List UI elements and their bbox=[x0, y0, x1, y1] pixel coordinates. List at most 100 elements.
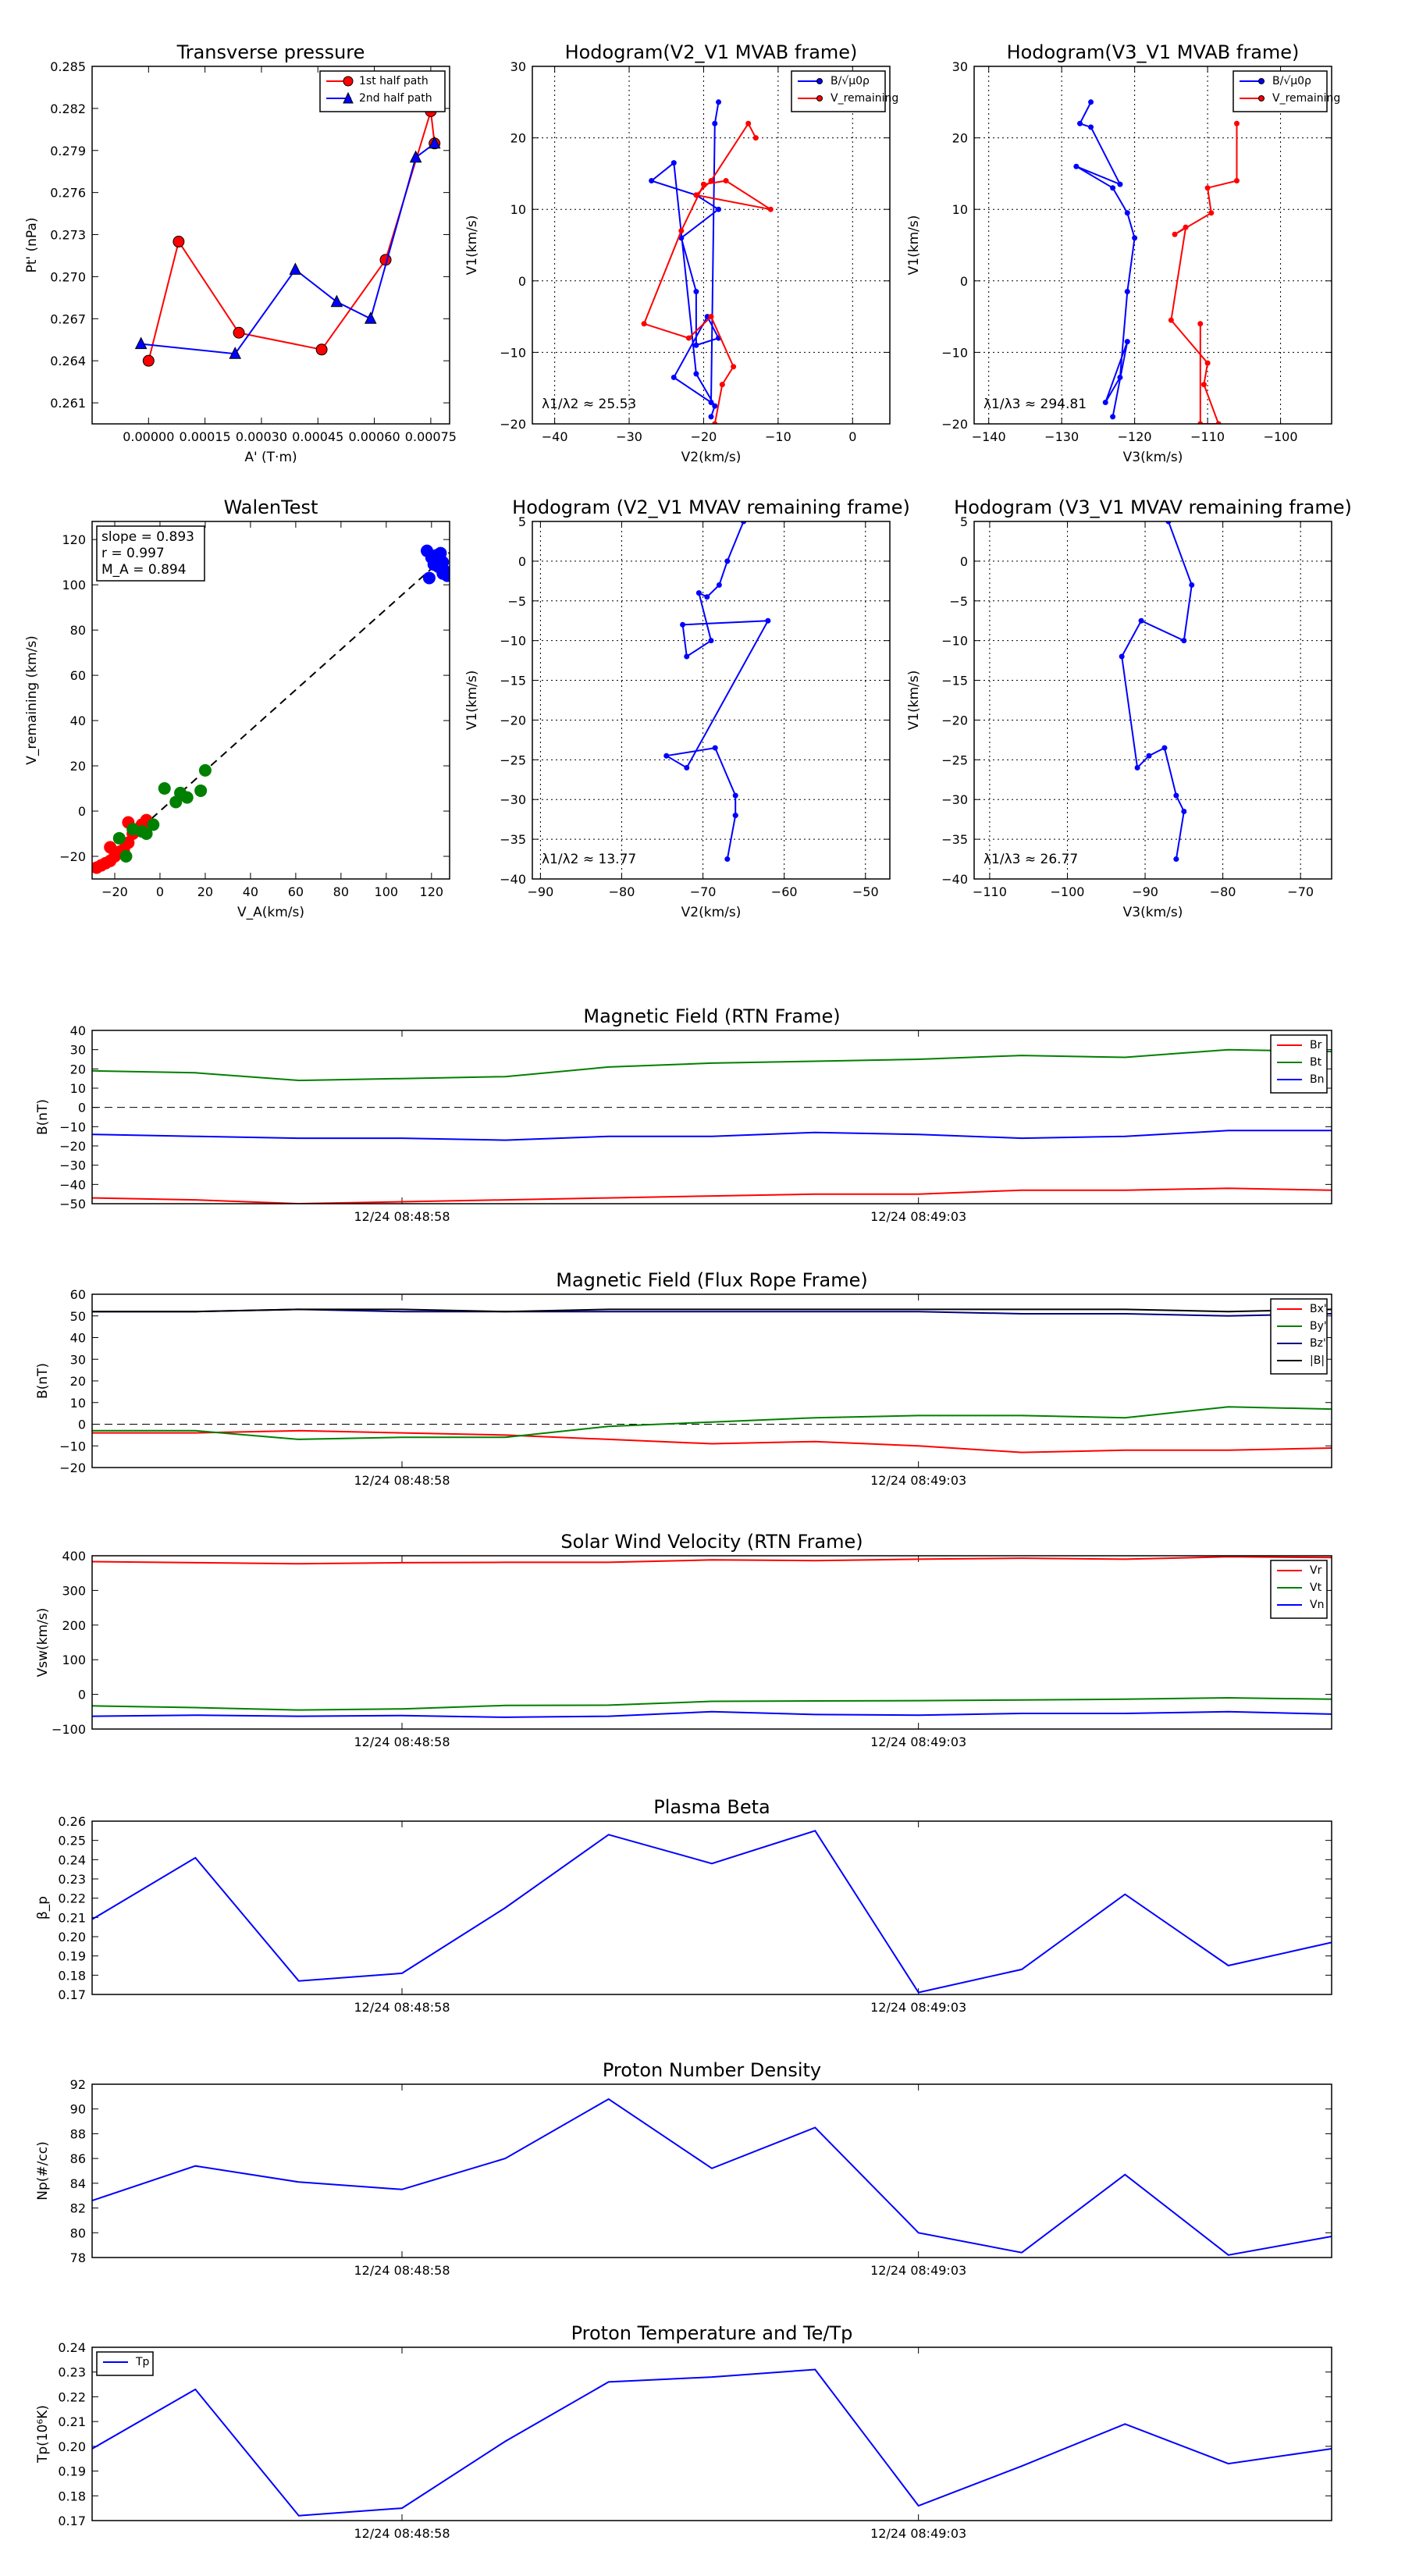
y-tick-label: −20 bbox=[941, 713, 968, 728]
y-tick-label: 0.273 bbox=[50, 228, 86, 243]
legend-label: Bx' bbox=[1310, 1303, 1327, 1315]
y-tick-label: 20 bbox=[952, 131, 968, 146]
legend-marker bbox=[343, 91, 354, 104]
y-tick-label: 0.285 bbox=[50, 59, 86, 74]
series-line-B/√μ0ρ bbox=[663, 521, 770, 816]
axes-frame bbox=[91, 2083, 1332, 2258]
panel-solar-wind-velocity: Solar Wind Velocity (RTN Frame) 12/24 08:… bbox=[35, 1531, 1332, 1749]
series-marker bbox=[723, 178, 729, 184]
series-marker bbox=[1161, 745, 1168, 751]
y-axis-label: Vsw(km/s) bbox=[35, 1608, 51, 1678]
data-point-green bbox=[180, 791, 194, 804]
y-tick-label: 90 bbox=[70, 2102, 86, 2117]
y-tick-label: 0.264 bbox=[50, 354, 86, 368]
series-marker bbox=[1197, 421, 1204, 424]
y-tick-label: 10 bbox=[70, 1396, 86, 1411]
x-tick-label: 0.00015 bbox=[180, 429, 231, 444]
data-layer bbox=[663, 521, 771, 863]
panel-proton-temperature: Proton Temperature and Te/Tp 12/24 08:48:… bbox=[35, 2322, 1332, 2541]
y-tick-label: 400 bbox=[62, 1549, 86, 1564]
series-marker bbox=[708, 178, 714, 184]
y-tick-label: −10 bbox=[941, 345, 968, 360]
series-marker bbox=[712, 120, 718, 126]
series-marker bbox=[693, 289, 699, 295]
chart-title: Proton Number Density bbox=[603, 2059, 821, 2081]
y-tick-label: 0.24 bbox=[58, 2340, 86, 2355]
y-tick-label: −30 bbox=[59, 1158, 86, 1173]
series-line-Tp bbox=[92, 2368, 1332, 2517]
y-tick-label: 100 bbox=[62, 1653, 86, 1667]
eigen-ratio-annotation: λ1/λ3 ≈ 26.77 bbox=[984, 852, 1078, 867]
series-marker bbox=[173, 236, 185, 248]
x-tick-label: −140 bbox=[972, 429, 1006, 444]
y-axis-label: V1(km/s) bbox=[464, 215, 480, 276]
series-marker bbox=[330, 294, 343, 308]
series-line-V_remaining bbox=[1170, 123, 1238, 424]
y-axis-label: V1(km/s) bbox=[464, 671, 480, 731]
legend-label: Vr bbox=[1310, 1564, 1322, 1577]
x-axis-label: V3(km/s) bbox=[1123, 905, 1183, 920]
y-tick-label: 0.19 bbox=[58, 2464, 86, 2479]
y-tick-label: −20 bbox=[59, 1139, 86, 1154]
y-tick-label: 120 bbox=[62, 532, 86, 547]
y-tick-label: −25 bbox=[941, 753, 968, 767]
panel-proton-density: Proton Number Density 12/24 08:48:58 12/24… bbox=[35, 2059, 1332, 2278]
legend-label: B/√μ0ρ bbox=[1272, 75, 1311, 87]
panel-plasma-beta: Plasma Beta 12/24 08:48:58 12/24 08:49:03 0… bbox=[35, 1796, 1332, 2015]
data-layer bbox=[92, 2368, 1332, 2517]
series-marker bbox=[289, 262, 302, 275]
legend-label: Bz' bbox=[1310, 1337, 1326, 1350]
series-marker bbox=[680, 621, 686, 628]
series-marker bbox=[1138, 617, 1144, 624]
y-tick-label: −25 bbox=[500, 753, 526, 767]
y-tick-label: −30 bbox=[941, 792, 968, 807]
x-tick-label: 12/24 08:48:58 bbox=[354, 2263, 450, 2278]
series-line-1st half path bbox=[148, 111, 436, 361]
series-marker bbox=[1134, 765, 1140, 771]
series-marker bbox=[1215, 421, 1222, 424]
series-marker bbox=[732, 813, 738, 819]
series-marker bbox=[712, 421, 718, 424]
data-layer bbox=[92, 2097, 1332, 2256]
y-tick-label: −15 bbox=[500, 674, 526, 688]
y-tick-label: 20 bbox=[70, 1374, 86, 1389]
series-marker bbox=[1233, 178, 1240, 184]
y-tick-label: −15 bbox=[941, 674, 968, 688]
series-marker bbox=[752, 135, 759, 141]
y-tick-label: 0.25 bbox=[58, 1834, 86, 1848]
series-line-Np bbox=[92, 2097, 1332, 2256]
legend-label: V_remaining bbox=[831, 92, 898, 105]
series-marker bbox=[1189, 582, 1195, 588]
x-tick-label: −120 bbox=[1118, 429, 1152, 444]
y-axis-label: B(nT) bbox=[35, 1363, 51, 1399]
series-marker bbox=[731, 364, 737, 370]
y-tick-label: 0.267 bbox=[50, 311, 86, 326]
y-tick-label: 80 bbox=[70, 623, 86, 638]
y-tick-label: 0.270 bbox=[50, 269, 86, 284]
series-line-B/√μ0ρ bbox=[649, 101, 720, 418]
data-point-green bbox=[198, 763, 212, 777]
series-line-B/√μ0ρ bbox=[1076, 101, 1136, 417]
data-point-green bbox=[194, 784, 208, 797]
x-tick-label: 12/24 08:48:58 bbox=[354, 1209, 450, 1224]
y-tick-label: 40 bbox=[70, 1331, 86, 1346]
series-line-Bn bbox=[92, 1130, 1332, 1141]
y-tick-label: 82 bbox=[70, 2201, 86, 2216]
series-marker bbox=[1173, 792, 1179, 799]
data-point-green bbox=[135, 825, 148, 838]
x-tick-label: −20 bbox=[691, 429, 717, 444]
series-marker bbox=[1088, 99, 1094, 105]
x-tick-label: −90 bbox=[1132, 884, 1158, 899]
series-marker bbox=[364, 311, 377, 324]
y-tick-label: −5 bbox=[949, 594, 968, 609]
series-line-Vt bbox=[92, 1696, 1332, 1711]
x-tick-label: 80 bbox=[333, 884, 349, 899]
x-tick-label: 12/24 08:48:58 bbox=[354, 1735, 450, 1749]
panel-hodogram-v2-v1-mvav: Hodogram (V2_V1 MVAV remaining frame) −90… bbox=[464, 496, 910, 920]
x-tick-label: −80 bbox=[609, 884, 635, 899]
series-marker bbox=[1200, 382, 1207, 388]
y-tick-label: 30 bbox=[70, 1352, 86, 1367]
y-tick-label: −10 bbox=[941, 634, 968, 649]
x-tick-label: −20 bbox=[101, 884, 128, 899]
